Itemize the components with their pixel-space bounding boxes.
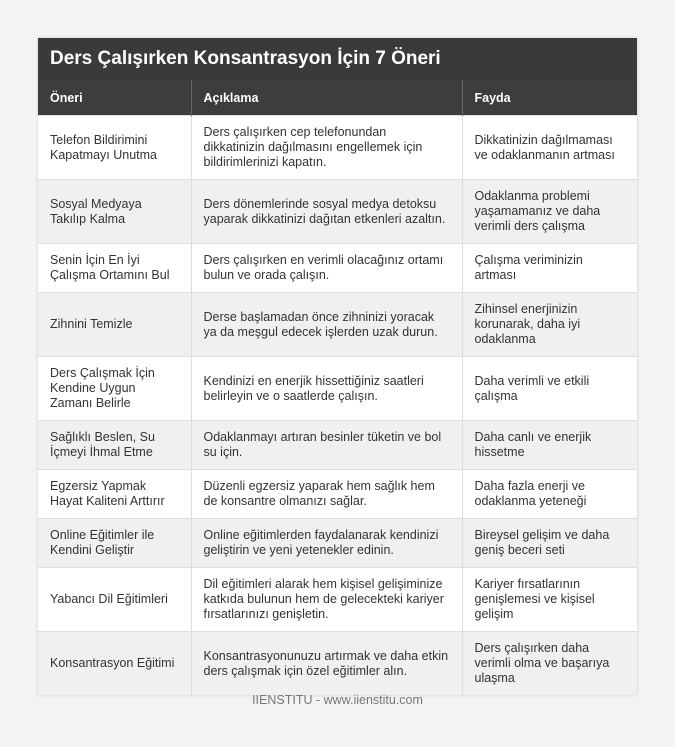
table-cell: Sosyal Medyaya Takılıp Kalma — [38, 179, 191, 244]
table-card: Ders Çalışırken Konsantrasyon İçin 7 Öne… — [38, 38, 637, 695]
table-cell: Online Eğitimler ile Kendini Geliştir — [38, 518, 191, 568]
table-cell: Ders dönemlerinde sosyal medya detoksu y… — [190, 179, 462, 244]
table-row: Yabancı Dil Eğitimleri Dil eğitimleri ala… — [38, 567, 637, 632]
footer: IIENSTITU - www.iienstitu.com — [252, 693, 423, 707]
header-cell: Öneri — [38, 80, 191, 116]
table-row: Sosyal Medyaya Takılıp Kalma Ders dönemle… — [38, 179, 637, 244]
title: Ders Çalışırken Konsantrasyon İçin 7 Öne… — [38, 38, 637, 80]
table-cell: Konsantrasyonunuzu artırmak ve daha etki… — [190, 631, 462, 695]
table-body: Telefon Bildirimini Kapatmayı Unutma Ders… — [38, 115, 637, 695]
table-cell: Konsantrasyon Eğitimi — [38, 631, 191, 695]
table-cell: Daha verimli ve etkili çalışma — [461, 356, 637, 421]
table-cell: Online eğitimlerden faydalanarak kendini… — [190, 518, 462, 568]
table-row: Sağlıklı Beslen, Su İçmeyi İhmal Etme Oda… — [38, 420, 637, 470]
table-cell: Ders çalışırken en verimli olacağınız or… — [190, 243, 462, 293]
table-row: Senin İçin En İyi Çalışma Ortamını Bul De… — [38, 243, 637, 293]
table: Öneri Açıklama Fayda Telefon Bildirimini K… — [38, 80, 637, 695]
table-cell: Ders çalışırken daha verimli olma ve baş… — [461, 631, 637, 695]
table-cell: Telefon Bildirimini Kapatmayı Unutma — [38, 115, 191, 180]
header-cell: Açıklama — [190, 80, 462, 116]
table-cell: Egzersiz Yapmak Hayat Kaliteni Arttırır — [38, 469, 191, 519]
table-cell: Daha canlı ve enerjik hissetme — [461, 420, 637, 470]
table-cell: Ders çalışırken cep telefonundan dikkati… — [190, 115, 462, 180]
table-row: Online Eğitimler ile Kendini Geliştir Onl… — [38, 518, 637, 568]
header-cell: Fayda — [461, 80, 637, 116]
table-cell: Odaklanmayı artıran besinler tüketin ve … — [190, 420, 462, 470]
table-row: Zihnini Temizle Derse başlamadan önce zih… — [38, 292, 637, 357]
table-cell: Odaklanma problemi yaşamamanız ve daha v… — [461, 179, 637, 244]
table-cell: Ders Çalışmak İçin Kendine Uygun Zamanı … — [38, 356, 191, 421]
table-cell: Yabancı Dil Eğitimleri — [38, 567, 191, 632]
table-cell: Kendinizi en enerjik hissettiğiniz saatl… — [190, 356, 462, 421]
table-row: Telefon Bildirimini Kapatmayı Unutma Ders… — [38, 115, 637, 180]
table-cell: Kariyer fırsatlarının genişlemesi ve kiş… — [461, 567, 637, 632]
table-cell: Derse başlamadan önce zihninizi yoracak … — [190, 292, 462, 357]
table-cell: Zihinsel enerjinizin korunarak, daha iyi… — [461, 292, 637, 357]
table-cell: Sağlıklı Beslen, Su İçmeyi İhmal Etme — [38, 420, 191, 470]
table-cell: Zihnini Temizle — [38, 292, 191, 357]
table-cell: Dikkatinizin dağılmaması ve odaklanmanın… — [461, 115, 637, 180]
table-row: Konsantrasyon Eğitimi Konsantrasyonunuzu … — [38, 631, 637, 695]
table-cell: Çalışma veriminizin artması — [461, 243, 637, 293]
table-cell: Dil eğitimleri alarak hem kişisel gelişi… — [190, 567, 462, 632]
table-cell: Daha fazla enerji ve odaklanma yeteneği — [461, 469, 637, 519]
table-cell: Bireysel gelişim ve daha geniş beceri se… — [461, 518, 637, 568]
table-cell: Senin İçin En İyi Çalışma Ortamını Bul — [38, 243, 191, 293]
table-row: Ders Çalışmak İçin Kendine Uygun Zamanı … — [38, 356, 637, 421]
header-row: Öneri Açıklama Fayda — [38, 80, 637, 116]
table-row: Egzersiz Yapmak Hayat Kaliteni Arttırır D… — [38, 469, 637, 519]
table-cell: Düzenli egzersiz yaparak hem sağlık hem … — [190, 469, 462, 519]
